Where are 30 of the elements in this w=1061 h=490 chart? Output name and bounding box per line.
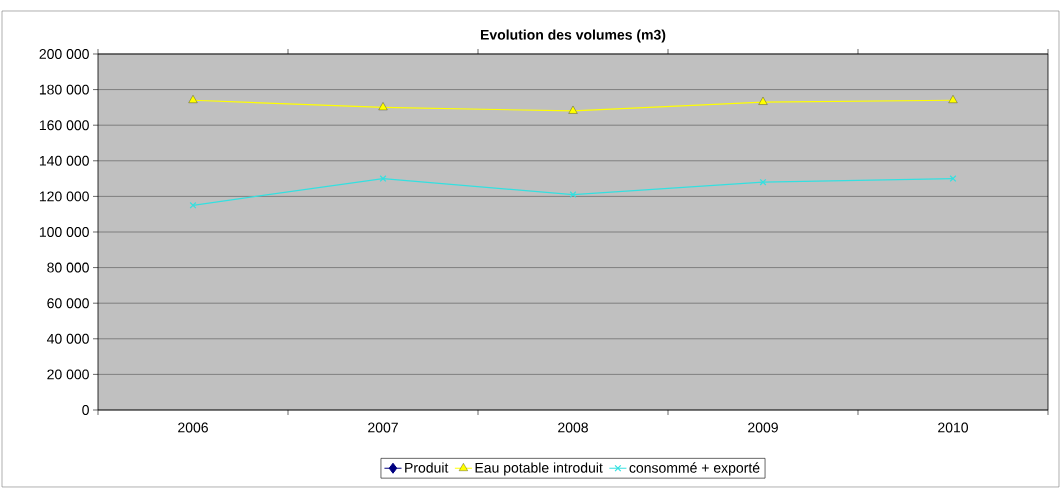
legend-label: consommé + exporté: [629, 462, 760, 476]
point: [378, 102, 388, 111]
legend-label: Eau potable introduit: [475, 462, 603, 476]
point: [568, 105, 578, 114]
y-tick-label: 180 000: [39, 84, 89, 95]
point: [758, 96, 768, 105]
y-tick-label: 200 000: [39, 49, 89, 59]
y-tick-label: 120 000: [39, 191, 89, 202]
x-tick-label: 2009: [748, 422, 778, 433]
x-tick-label: 2010: [938, 422, 969, 433]
y-tick-label: 40 000: [46, 333, 89, 344]
y-tick-label: 0: [82, 405, 89, 415]
y-tick-label: 100 000: [39, 227, 89, 237]
point: [759, 178, 767, 186]
point: [188, 95, 198, 103]
point: [189, 201, 197, 209]
x-tick-label: 2007: [368, 422, 398, 433]
point: [379, 175, 387, 183]
y-tick-label: 80 000: [47, 262, 89, 273]
y-tick-label: 20 000: [47, 369, 89, 380]
x-tick-label: 2006: [178, 422, 208, 433]
point: [569, 191, 577, 199]
chart-title: Evolution des volumes (m3): [480, 29, 666, 43]
y-tick-label: 160 000: [39, 120, 89, 131]
y-tick-label: 60 000: [47, 298, 89, 309]
y-tick-label: 140 000: [39, 155, 89, 166]
legend-label: Produit: [405, 462, 449, 473]
point: [949, 175, 957, 183]
point: [948, 95, 958, 103]
x-tick-label: 2008: [558, 422, 588, 433]
